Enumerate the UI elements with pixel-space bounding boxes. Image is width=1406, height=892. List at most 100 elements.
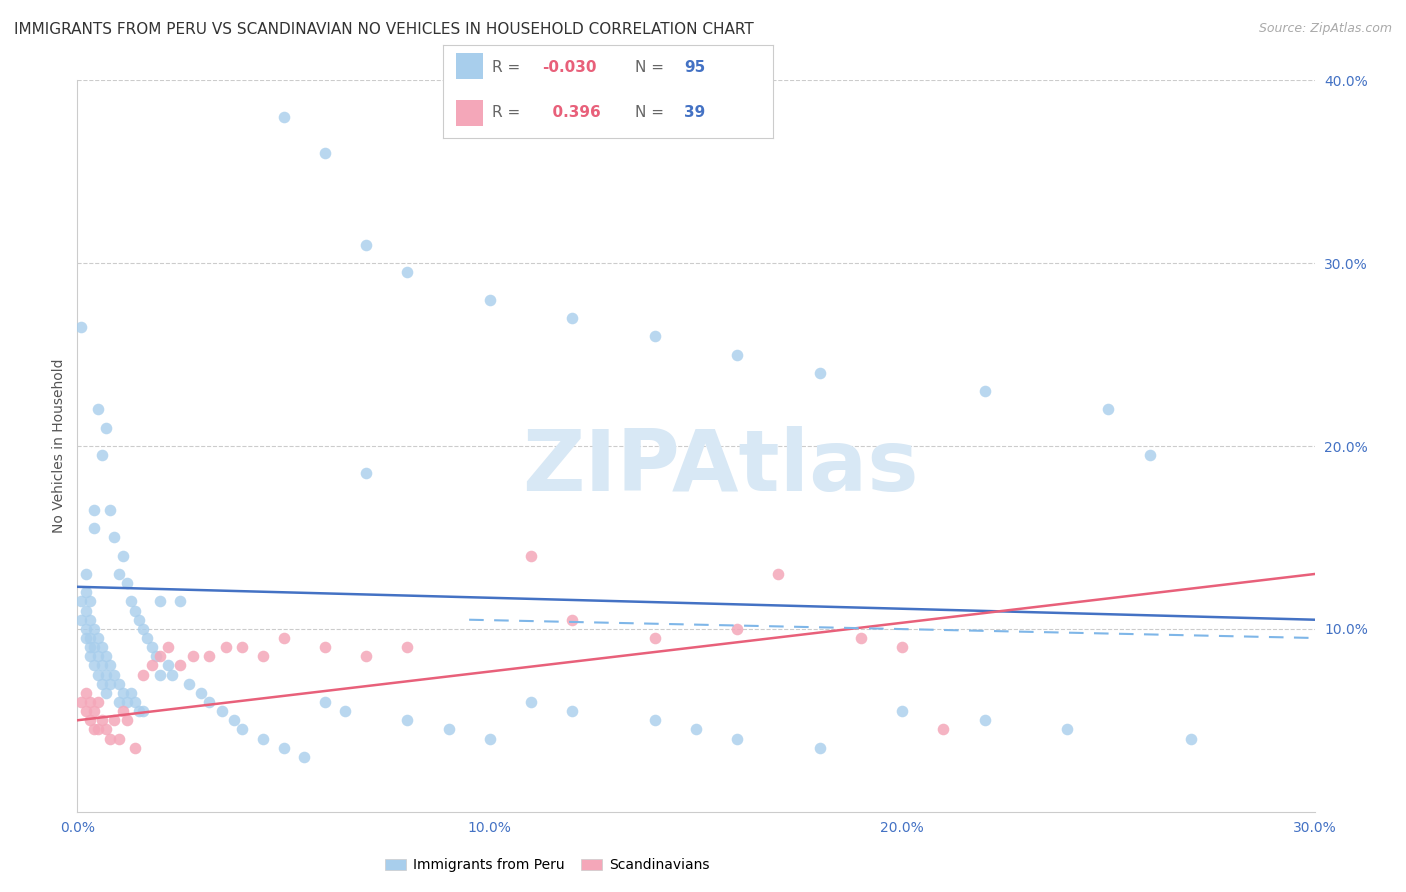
Point (75, 622, 97, 636)
Point (98, 676, 121, 690)
Point (87, 695, 110, 709)
Point (79, 714, 101, 728)
Point (96, 667, 118, 681)
Point (107, 676, 129, 690)
Point (198, 695, 221, 709)
Point (98, 658, 121, 673)
Text: 95: 95 (685, 60, 706, 75)
Point (354, 467, 377, 481)
Text: 0.396: 0.396 (543, 105, 600, 120)
Point (145, 649, 167, 664)
Text: R =: R = (492, 105, 526, 120)
Point (157, 640, 180, 655)
Point (520, 549, 543, 563)
Point (354, 649, 377, 664)
Point (725, 622, 748, 636)
Point (190, 686, 212, 700)
Point (79, 640, 101, 655)
Point (132, 622, 155, 636)
Point (335, 704, 357, 718)
Point (91, 658, 114, 673)
Point (132, 704, 155, 718)
Point (75, 686, 97, 700)
Point (91, 640, 114, 655)
Point (149, 594, 172, 608)
Point (96, 686, 118, 700)
Point (478, 293, 501, 307)
Point (768, 567, 790, 582)
Point (808, 740, 831, 755)
Point (198, 649, 221, 664)
Point (79, 695, 101, 709)
Point (70, 613, 93, 627)
Point (96, 421, 118, 435)
Point (79, 649, 101, 664)
Point (83, 503, 105, 517)
Point (83, 622, 105, 636)
Point (973, 384, 995, 399)
Point (1056, 723, 1078, 737)
Point (561, 613, 583, 627)
Point (252, 731, 274, 746)
Point (87, 667, 110, 681)
Point (891, 704, 914, 718)
Point (314, 695, 336, 709)
Point (292, 749, 315, 764)
Point (725, 348, 748, 362)
Point (160, 667, 183, 681)
Point (83, 723, 105, 737)
Point (891, 640, 914, 655)
Point (354, 238, 377, 252)
Point (91, 714, 114, 728)
Point (149, 649, 172, 664)
Point (273, 740, 295, 755)
Point (314, 640, 336, 655)
Point (83, 658, 105, 673)
Point (103, 530, 125, 544)
Point (83, 640, 105, 655)
Text: 39: 39 (685, 105, 706, 120)
Text: IMMIGRANTS FROM PERU VS SCANDINAVIAN NO VEHICLES IN HOUSEHOLD CORRELATION CHART: IMMIGRANTS FROM PERU VS SCANDINAVIAN NO … (14, 22, 754, 37)
Point (111, 549, 134, 563)
Point (107, 567, 129, 582)
Point (231, 723, 253, 737)
Point (91, 676, 114, 690)
Point (75, 704, 97, 718)
Point (75, 567, 97, 582)
Point (79, 613, 101, 627)
Point (725, 731, 748, 746)
Point (273, 110, 295, 124)
Point (222, 714, 245, 728)
Text: R =: R = (492, 60, 526, 75)
Point (520, 695, 543, 709)
Point (75, 585, 97, 599)
Point (87, 723, 110, 737)
Point (136, 631, 159, 645)
Point (79, 631, 101, 645)
Point (115, 714, 138, 728)
Point (644, 329, 666, 343)
Point (70, 320, 93, 334)
Point (396, 640, 419, 655)
Point (1097, 402, 1119, 417)
Point (107, 695, 129, 709)
Point (396, 714, 419, 728)
Y-axis label: No Vehicles in Household: No Vehicles in Household (52, 359, 66, 533)
Point (115, 576, 138, 591)
Point (103, 714, 125, 728)
Point (808, 366, 831, 380)
Point (98, 731, 121, 746)
Point (1180, 731, 1202, 746)
Bar (456, 100, 482, 126)
Point (211, 704, 233, 718)
Text: -0.030: -0.030 (543, 60, 596, 75)
Point (132, 667, 155, 681)
Point (70, 594, 93, 608)
Point (141, 658, 163, 673)
Point (973, 714, 995, 728)
Point (128, 613, 150, 627)
Point (644, 631, 666, 645)
Point (685, 723, 707, 737)
Point (79, 594, 101, 608)
Point (103, 667, 125, 681)
